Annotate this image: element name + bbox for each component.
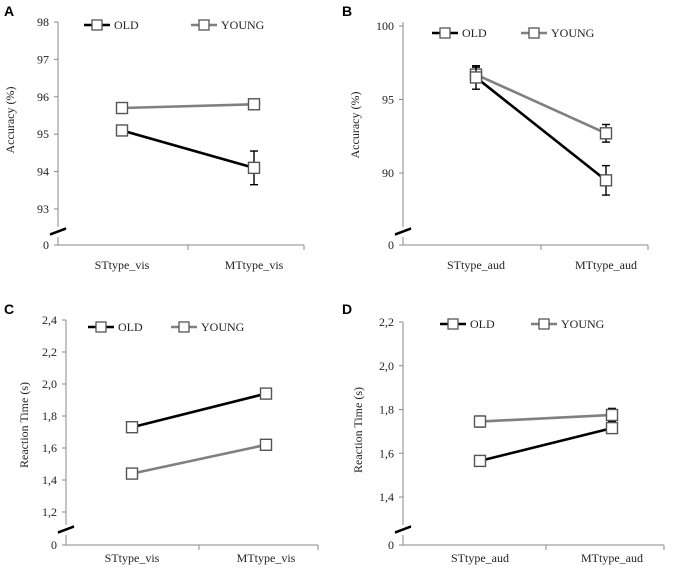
data-point-old — [125, 421, 139, 434]
panel-a: A 0 93 94 95 96 97 98 STtype_vis MTtype_vis Accura… — [3, 3, 305, 272]
legend-label-old: OLD — [114, 18, 139, 32]
legend-marker-old — [95, 321, 107, 333]
legend-label-young: YOUNG — [221, 18, 265, 32]
x-category-label: STtype_aud — [451, 551, 509, 565]
y-tick-label: 95 — [37, 127, 49, 141]
y-tick-label: 93 — [37, 202, 49, 216]
data-point-old — [115, 124, 129, 137]
axis-break-mark — [49, 228, 67, 236]
x-category-label: MTtype_vis — [237, 551, 296, 565]
legend-label-young: YOUNG — [561, 317, 605, 331]
axis-break-mark — [49, 227, 67, 235]
legend-marker-young — [178, 321, 190, 333]
data-point-old — [247, 161, 261, 175]
y-tick-label: 96 — [37, 90, 49, 104]
series-line-old — [121, 129, 255, 170]
panel-letter: D — [342, 301, 352, 317]
legend-label-young: YOUNG — [551, 26, 595, 40]
legend-marker-young — [198, 19, 210, 31]
y-tick-label: 1,6 — [379, 446, 394, 460]
data-point-old — [473, 454, 487, 468]
y-axis-title: Accuracy (%) — [3, 87, 17, 154]
legend-label-old: OLD — [118, 320, 143, 334]
y-axis-title: Accuracy (%) — [348, 92, 362, 159]
x-category-label: MTtype_aud — [575, 258, 637, 272]
axis-break-mark — [394, 228, 412, 236]
y-tick-label: 1,4 — [379, 490, 394, 504]
x-category-label: STtype_vis — [95, 258, 150, 272]
y-tick-label: 2,2 — [379, 315, 394, 329]
series-line-old — [479, 426, 613, 463]
y-tick-label: 1,8 — [42, 409, 57, 423]
y-tick-label: 0 — [51, 538, 57, 552]
axis-break-mark — [394, 525, 412, 533]
series-line-young — [479, 413, 613, 423]
y-tick-label: 1,8 — [379, 403, 394, 417]
axis-break-mark — [394, 526, 412, 534]
y-tick-label: 1,2 — [42, 505, 57, 519]
axis-break-mark — [394, 227, 412, 235]
y-tick-label: 94 — [37, 165, 49, 179]
y-tick-label: 2,2 — [42, 345, 57, 359]
x-category-label: MTtype_aud — [581, 551, 643, 565]
y-tick-label: 0 — [388, 538, 394, 552]
y-tick-label: 100 — [376, 19, 394, 33]
panel-b: B 0 90 95 100 STtype_aud MTtype_aud Accuracy (%… — [342, 3, 649, 272]
series-line-young — [475, 73, 607, 135]
legend-label-old: OLD — [462, 26, 487, 40]
y-tick-label: 2,0 — [42, 377, 57, 391]
legend-marker-old — [91, 19, 103, 31]
series-line-young — [131, 443, 267, 475]
series-line-old — [475, 76, 607, 182]
legend-label-young: YOUNG — [201, 320, 245, 334]
panel-letter: B — [342, 3, 352, 19]
panel-d: D 0 1,4 1,6 1,8 2,0 2,2 STtype_aud MTtype_aud Rea… — [342, 301, 665, 565]
data-point-old — [469, 71, 483, 84]
y-tick-label: 97 — [37, 52, 49, 66]
x-category-label: STtype_vis — [105, 551, 160, 565]
panel-letter: A — [4, 3, 14, 19]
legend-marker-old — [439, 27, 451, 39]
legend-marker-young — [528, 27, 540, 39]
series-line-young — [121, 102, 255, 110]
axis-break-mark — [57, 526, 75, 534]
y-tick-label: 2,4 — [42, 313, 57, 327]
x-category-label: MTtype_vis — [225, 258, 284, 272]
axis-break-mark — [57, 525, 75, 533]
data-point-young — [259, 438, 273, 451]
y-tick-label: 95 — [382, 93, 394, 107]
y-tick-label: 90 — [382, 166, 394, 180]
legend-label-old: OLD — [470, 317, 495, 331]
x-category-label: STtype_aud — [447, 258, 505, 272]
data-point-young — [125, 467, 139, 480]
y-tick-label: 98 — [37, 15, 49, 29]
legend-marker-old — [447, 318, 459, 330]
panel-letter: C — [4, 301, 14, 317]
data-point-young — [115, 101, 129, 115]
panel-c: C 0 1,2 1,4 1,6 1,8 2,0 2,2 2,4 STtype_vis MTtype_… — [4, 301, 319, 565]
data-point-young — [599, 127, 613, 140]
data-point-young — [473, 415, 487, 428]
legend-marker-young — [538, 318, 550, 330]
y-axis-title: Reaction Time (s) — [351, 387, 365, 473]
data-point-old — [599, 174, 613, 187]
y-tick-label: 0 — [388, 238, 394, 252]
data-point-young — [247, 98, 261, 111]
y-tick-label: 1,4 — [42, 473, 57, 487]
series-line-old — [131, 392, 267, 429]
data-point-old — [605, 421, 619, 435]
y-tick-label: 2,0 — [379, 359, 394, 373]
data-point-young — [605, 408, 619, 422]
y-tick-label: 0 — [43, 238, 49, 252]
y-tick-label: 1,6 — [42, 441, 57, 455]
y-axis-title: Reaction Time (s) — [17, 382, 31, 468]
data-point-old — [259, 387, 273, 400]
